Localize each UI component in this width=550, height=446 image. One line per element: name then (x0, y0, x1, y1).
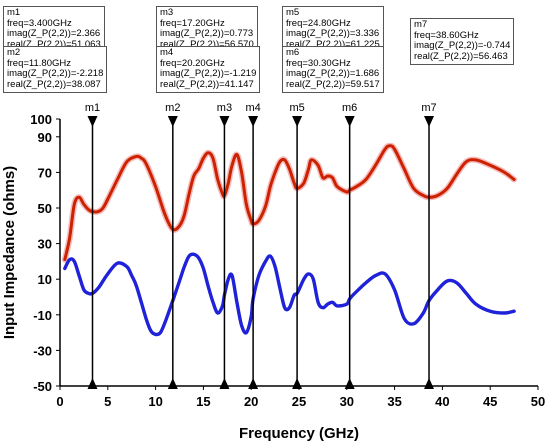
y-tick-label: -30 (33, 343, 52, 358)
marker-box-line: m7 (414, 19, 428, 30)
marker-label: m6 (342, 102, 357, 114)
marker-box-line: real(Z_P(2,2))=61.225 (286, 38, 380, 50)
y-tick-label: 90 (38, 130, 52, 145)
marker-box-m4: m4 freq=20.20GHz imag(Z_P(2,2))=-1.219 real… (156, 46, 261, 93)
marker-box-line: imag(Z_P(2,2))=-0.744 (414, 40, 511, 51)
y-tick-label: -10 (33, 308, 52, 323)
series-line-1 (63, 144, 516, 262)
x-tick-label: 5 (104, 394, 111, 409)
marker-top-triangle (292, 116, 303, 127)
marker-top-triangle (344, 116, 355, 127)
x-tick-label: 0 (56, 394, 63, 409)
marker-box-line: freq=24.80GHz (286, 17, 351, 29)
marker-bottom-triangle (424, 378, 435, 389)
marker-box-line: imag(Z_P(2,2))=-1.219 (160, 68, 257, 79)
marker-box-line: imag(Z_P(2,2))=2.366 (7, 28, 101, 39)
marker-box-line: m2 (7, 47, 21, 58)
y-tick-label: 50 (38, 201, 52, 216)
marker-box-m6: m6 freq=30.30GHz imag(Z_P(2,2))=1.686 real(… (282, 46, 384, 93)
marker-box-line: real(Z_P(2,2))=51.063 (7, 38, 101, 50)
x-tick-label: 20 (244, 394, 258, 409)
marker-box-line: imag(Z_P(2,2))=0.773 (160, 28, 254, 39)
y-tick-label: 100 (30, 112, 52, 127)
marker-box-line: m1 (7, 7, 21, 18)
marker-bottom-triangle (248, 378, 259, 389)
x-tick-label: 40 (435, 394, 449, 409)
marker-box-line: real(Z_P(2,2))=41.147 (160, 78, 254, 90)
marker-box-line: m6 (286, 47, 300, 58)
marker-bottom-triangle (292, 378, 303, 389)
x-tick-label: 50 (531, 394, 545, 409)
marker-box-line: freq=38.60GHz (414, 29, 479, 41)
marker-label: m3 (217, 102, 232, 114)
marker-box-line: m4 (160, 47, 174, 58)
marker-box-line: m3 (160, 7, 174, 18)
marker-box-m1: m1 freq=3.400GHz imag(Z_P(2,2))=2.366 real(… (3, 6, 105, 53)
marker-top-triangle (167, 116, 178, 127)
marker-bottom-triangle (87, 378, 98, 389)
x-tick-label: 25 (292, 394, 306, 409)
marker-box-line: freq=3.400GHz (7, 17, 72, 29)
x-tick-label: 35 (387, 394, 401, 409)
marker-box-line: freq=17.20GHz (160, 17, 225, 29)
marker-label: m1 (85, 102, 100, 114)
marker-label: m4 (245, 102, 260, 114)
marker-box-line: real(Z_P(2,2))=56.570 (160, 38, 254, 50)
x-tick-label: 30 (340, 394, 354, 409)
marker-label: m2 (165, 102, 180, 114)
x-tick-label: 15 (196, 394, 210, 409)
marker-box-m2: m2 freq=11.80GHz imag(Z_P(2,2))=-2.218 real… (3, 46, 108, 93)
marker-box-m5: m5 freq=24.80GHz imag(Z_P(2,2))=3.336 real(… (282, 6, 384, 53)
x-tick-label: 10 (148, 394, 162, 409)
x-axis-label: Frequency (GHz) (239, 425, 359, 442)
marker-label: m5 (289, 102, 304, 114)
marker-box-line: real(Z_P(2,2))=56.463 (414, 50, 508, 62)
marker-bottom-triangle (219, 378, 230, 389)
series-line-2 (63, 252, 516, 337)
marker-top-triangle (248, 116, 259, 127)
marker-box-line: imag(Z_P(2,2))=-2.218 (7, 68, 104, 79)
marker-box-m3: m3 freq=17.20GHz imag(Z_P(2,2))=0.773 real(… (156, 6, 258, 53)
marker-bottom-triangle (167, 378, 178, 389)
x-tick-label: 45 (483, 394, 497, 409)
marker-box-line: freq=11.80GHz (7, 57, 71, 69)
y-tick-label: 30 (38, 237, 52, 252)
marker-box-line: real(Z_P(2,2))=38.087 (7, 78, 101, 90)
marker-box-line: imag(Z_P(2,2))=3.336 (286, 28, 380, 39)
marker-box-line: freq=20.20GHz (160, 57, 225, 69)
marker-box-line: m5 (286, 7, 300, 18)
y-tick-label: 10 (38, 272, 52, 287)
marker-box-line: freq=30.30GHz (286, 57, 351, 69)
marker-top-triangle (87, 116, 98, 127)
y-axis-label: Input Impedance (ohms) (1, 166, 18, 339)
y-tick-label: -50 (33, 379, 52, 394)
y-tick-label: 70 (38, 165, 52, 180)
marker-box-m7: m7 freq=38.60GHz imag(Z_P(2,2))=-0.744 real… (410, 18, 515, 65)
marker-top-triangle (424, 116, 435, 127)
marker-box-line: imag(Z_P(2,2))=1.686 (286, 68, 380, 79)
marker-label: m7 (421, 102, 436, 114)
marker-bottom-triangle (344, 378, 355, 389)
marker-box-line: real(Z_P(2,2))=59.517 (286, 78, 380, 90)
series-line-glow (61, 142, 518, 263)
marker-top-triangle (219, 116, 230, 127)
